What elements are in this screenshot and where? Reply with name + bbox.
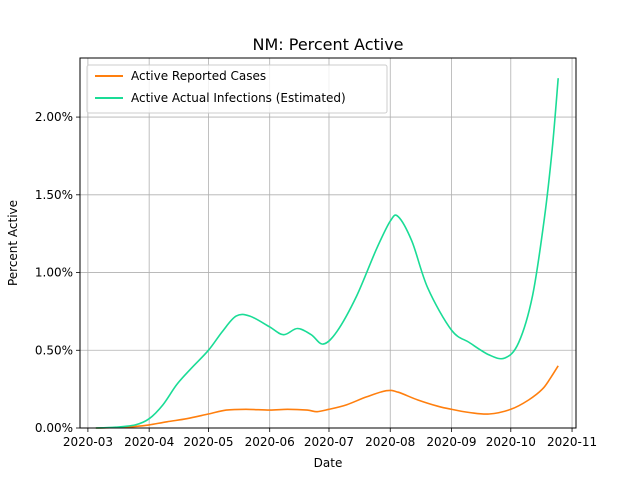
legend-box [86,64,388,114]
series-line-0 [95,365,559,429]
series-line-1 [95,78,559,429]
x-tick-label: 2020-07 [304,435,354,449]
y-tick-label: 0.50% [35,343,73,357]
y-tick-label: 1.00% [35,266,73,280]
legend: Active Reported Cases Active Actual Infe… [86,64,388,114]
x-tick-label: 2020-06 [245,435,295,449]
legend-label-reported: Active Reported Cases [131,69,266,83]
legend-label-actual: Active Actual Infections (Estimated) [131,91,346,105]
x-tick-label: 2020-09 [426,435,476,449]
x-tick-label: 2020-08 [365,435,415,449]
x-tick-label: 2020-10 [486,435,536,449]
y-tick-label: 0.00% [35,421,73,435]
y-axis-ticks: 0.00% 0.50% 1.00% 1.50% 2.00% [35,110,80,435]
x-axis-ticks: 2020-03 2020-04 2020-05 2020-06 2020-07 2020-… [63,428,597,449]
series-lines [95,78,559,429]
x-tick-label: 2020-11 [547,435,597,449]
x-tick-label: 2020-05 [183,435,233,449]
chart-title: NM: Percent Active [252,35,403,54]
y-axis-label: Percent Active [6,200,20,286]
x-axis-label: Date [314,456,343,470]
y-tick-label: 1.50% [35,188,73,202]
grid [80,58,576,429]
plot-frame [79,57,577,429]
x-tick-label: 2020-04 [124,435,174,449]
x-tick-label: 2020-03 [63,435,113,449]
y-tick-label: 2.00% [35,110,73,124]
